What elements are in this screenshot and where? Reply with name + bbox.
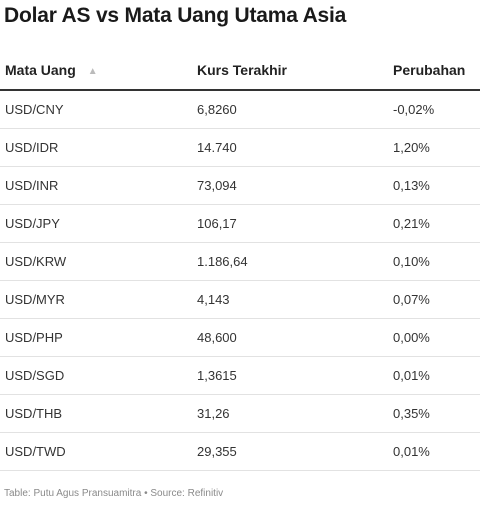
column-header-rate[interactable]: Kurs Terakhir (197, 51, 393, 91)
cell-change: -0,02% (393, 90, 480, 129)
table-row: USD/CNY 6,8260 -0,02% (0, 90, 480, 129)
cell-rate: 6,8260 (197, 90, 393, 129)
table-row: USD/IDR 14.740 1,20% (0, 128, 480, 167)
table-row: USD/SGD 1,3615 0,01% (0, 356, 480, 395)
cell-currency: USD/MYR (0, 280, 197, 319)
cell-rate: 14.740 (197, 128, 393, 167)
cell-change: 0,01% (393, 356, 480, 395)
cell-rate: 31,26 (197, 394, 393, 433)
cell-change: 0,07% (393, 280, 480, 319)
table-row: USD/PHP 48,600 0,00% (0, 318, 480, 357)
cell-change: 0,35% (393, 394, 480, 433)
table-body: USD/CNY 6,8260 -0,02% USD/IDR 14.740 1,20% USD… (0, 90, 480, 471)
column-header-change[interactable]: Perubahan (393, 51, 480, 91)
column-header-currency[interactable]: Mata Uang ▲ (0, 51, 197, 91)
cell-change: 0,01% (393, 432, 480, 471)
cell-currency: USD/KRW (0, 242, 197, 281)
cell-change: 0,00% (393, 318, 480, 357)
table-row: USD/TWD 29,355 0,01% (0, 432, 480, 471)
table-row: USD/MYR 4,143 0,07% (0, 280, 480, 319)
currency-table: Mata Uang ▲ Kurs Terakhir Perubahan USD/C… (0, 51, 480, 471)
cell-change: 0,21% (393, 204, 480, 243)
cell-rate: 29,355 (197, 432, 393, 471)
cell-rate: 48,600 (197, 318, 393, 357)
cell-rate: 4,143 (197, 280, 393, 319)
cell-change: 1,20% (393, 128, 480, 167)
table-row: USD/INR 73,094 0,13% (0, 166, 480, 205)
cell-change: 0,13% (393, 166, 480, 205)
table-row: USD/THB 31,26 0,35% (0, 394, 480, 433)
cell-rate: 1.186,64 (197, 242, 393, 281)
cell-currency: USD/SGD (0, 356, 197, 395)
cell-currency: USD/TWD (0, 432, 197, 471)
table-row: USD/KRW 1.186,64 0,10% (0, 242, 480, 281)
cell-rate: 73,094 (197, 166, 393, 205)
sort-ascending-icon[interactable]: ▲ (87, 66, 98, 77)
cell-currency: USD/CNY (0, 90, 197, 129)
table-footer: Table: Putu Agus Pransuamitra • Source: … (4, 488, 224, 499)
cell-currency: USD/IDR (0, 128, 197, 167)
table-row: USD/JPY 106,17 0,21% (0, 204, 480, 243)
cell-currency: USD/PHP (0, 318, 197, 357)
cell-change: 0,10% (393, 242, 480, 281)
chart-title: Dolar AS vs Mata Uang Utama Asia (4, 4, 347, 27)
cell-currency: USD/INR (0, 166, 197, 205)
cell-currency: USD/JPY (0, 204, 197, 243)
column-header-label: Mata Uang (5, 62, 76, 78)
cell-rate: 106,17 (197, 204, 393, 243)
table-header-row: Mata Uang ▲ Kurs Terakhir Perubahan (0, 51, 480, 91)
cell-currency: USD/THB (0, 394, 197, 433)
cell-rate: 1,3615 (197, 356, 393, 395)
